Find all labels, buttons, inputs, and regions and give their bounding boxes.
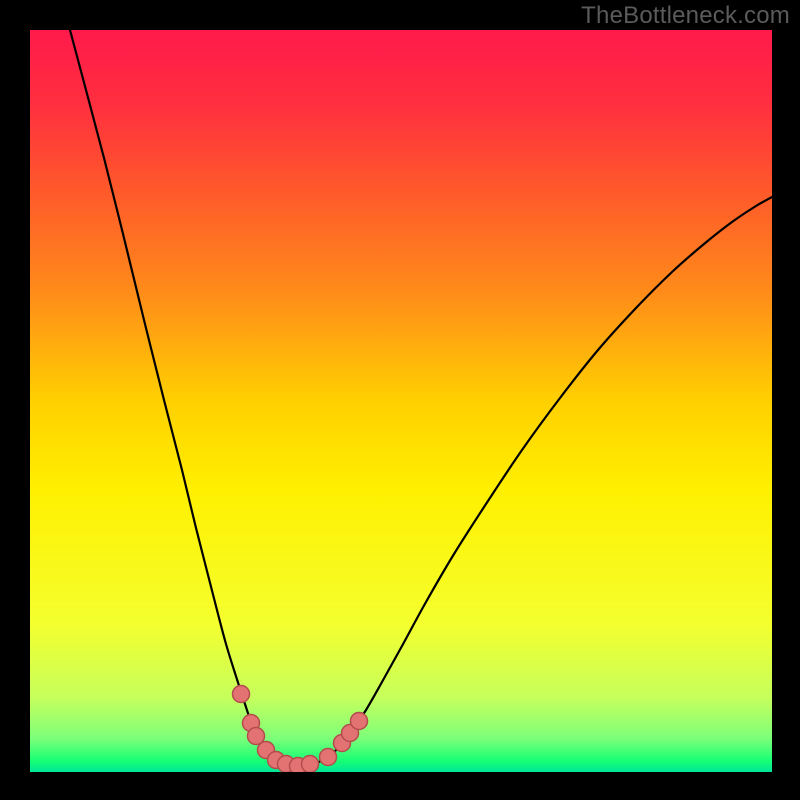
bottleneck-chart xyxy=(0,0,800,800)
curve-marker xyxy=(320,749,337,766)
curve-marker xyxy=(233,686,250,703)
plot-background-gradient xyxy=(30,30,772,772)
curve-marker xyxy=(351,713,368,730)
watermark-text: TheBottleneck.com xyxy=(581,2,790,30)
curve-marker xyxy=(302,756,319,773)
